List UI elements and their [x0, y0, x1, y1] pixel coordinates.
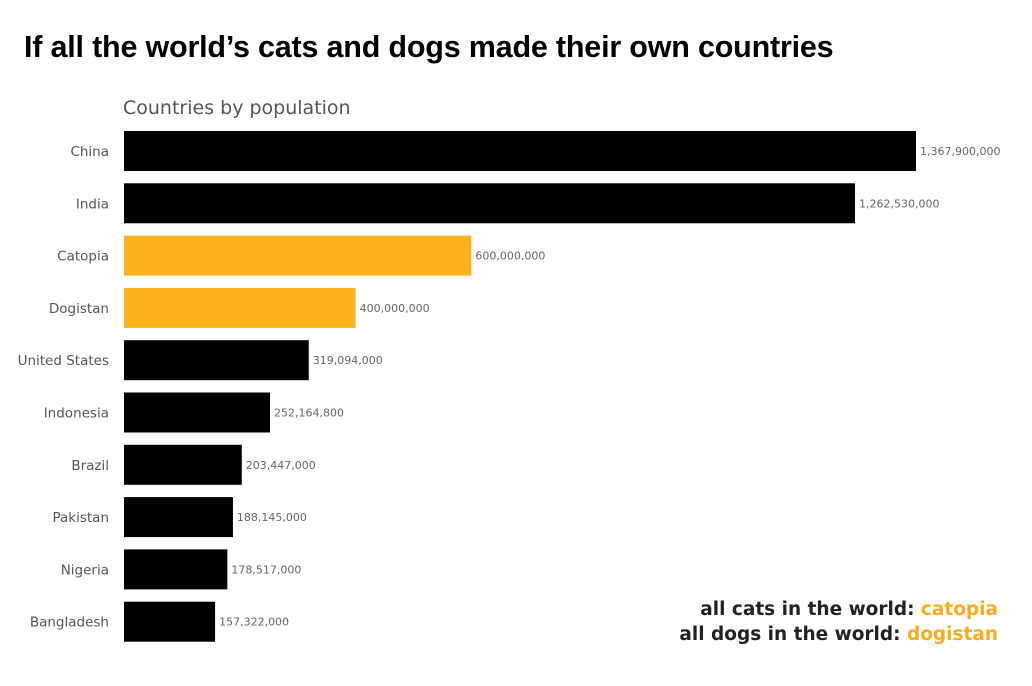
category-label: India [76, 196, 109, 212]
value-label: 600,000,000 [475, 250, 545, 263]
bar-catopia [124, 235, 472, 276]
category-label: Bangladesh [30, 615, 109, 631]
category-label: Brazil [71, 458, 109, 474]
category-label: Nigeria [61, 562, 109, 578]
category-label: Catopia [57, 249, 109, 265]
value-label: 400,000,000 [360, 302, 430, 315]
value-label: 252,164,800 [274, 407, 344, 420]
note-dogs-highlight: dogistan [906, 624, 998, 645]
category-label: China [70, 144, 109, 160]
bar-india [124, 183, 855, 224]
category-label: Dogistan [49, 301, 109, 317]
category-label: Pakistan [52, 510, 109, 526]
bar-united-states [124, 340, 309, 381]
value-label: 203,447,000 [246, 459, 316, 472]
bar-indonesia [124, 392, 271, 433]
bar-dogistan [124, 287, 356, 328]
bar-pakistan [124, 497, 233, 538]
note-cats-text: all cats in the world: [700, 599, 921, 620]
bar-nigeria [124, 549, 228, 590]
bar-brazil [124, 444, 242, 485]
note-dogs-text: all dogs in the world: [679, 624, 907, 645]
bar-bangladesh [124, 601, 216, 642]
value-label: 178,517,000 [231, 563, 301, 576]
value-label: 157,322,000 [219, 616, 289, 629]
page-title: If all the world’s cats and dogs made th… [24, 30, 834, 64]
bar-china [124, 131, 916, 171]
chart-title: Countries by population [123, 97, 351, 119]
note-dogs: all dogs in the world: dogistan [679, 624, 998, 645]
note-cats: all cats in the world: catopia [700, 599, 998, 620]
value-label: 1,262,530,000 [859, 197, 939, 210]
value-label: 188,145,000 [237, 511, 307, 524]
note-cats-highlight: catopia [920, 599, 998, 620]
category-label: United States [18, 353, 109, 369]
value-label: 319,094,000 [313, 354, 383, 367]
value-label: 1,367,900,000 [920, 145, 1000, 158]
category-label: Indonesia [44, 406, 109, 422]
